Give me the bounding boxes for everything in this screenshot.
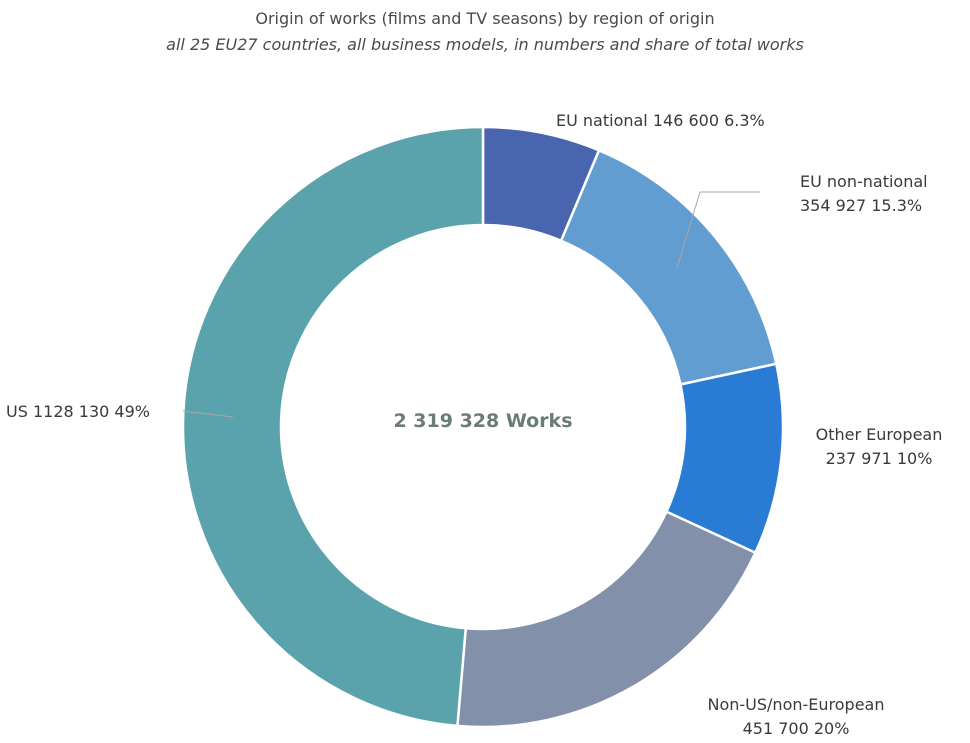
- slice-us: [181, 125, 485, 728]
- leader-lines: [182, 191, 760, 418]
- slice-eu-non-national: [559, 148, 778, 386]
- slice-label: Other European 237 971 10%: [816, 425, 943, 468]
- slice-label: EU non-national 354 927 15.3%: [800, 172, 928, 215]
- slice-labels: EU national 146 600 6.3% EU non-national 3…: [6, 111, 942, 738]
- leader-line: [182, 410, 234, 418]
- slice-label: Non-US/non-European 451 700 20%: [708, 695, 885, 738]
- slice-non-us-non-european: [456, 510, 758, 729]
- leader-line: [676, 191, 760, 269]
- slice-label: EU national 146 600 6.3%: [556, 111, 765, 130]
- chart-title: Origin of works (films and TV seasons) b…: [255, 9, 715, 28]
- donut-slices: [181, 125, 785, 729]
- slice-label: US 1128 130 49%: [6, 402, 150, 421]
- chart-subtitle: all 25 EU27 countries, all business mode…: [166, 35, 804, 54]
- donut-center-label: 2 319 328 Works: [393, 410, 572, 432]
